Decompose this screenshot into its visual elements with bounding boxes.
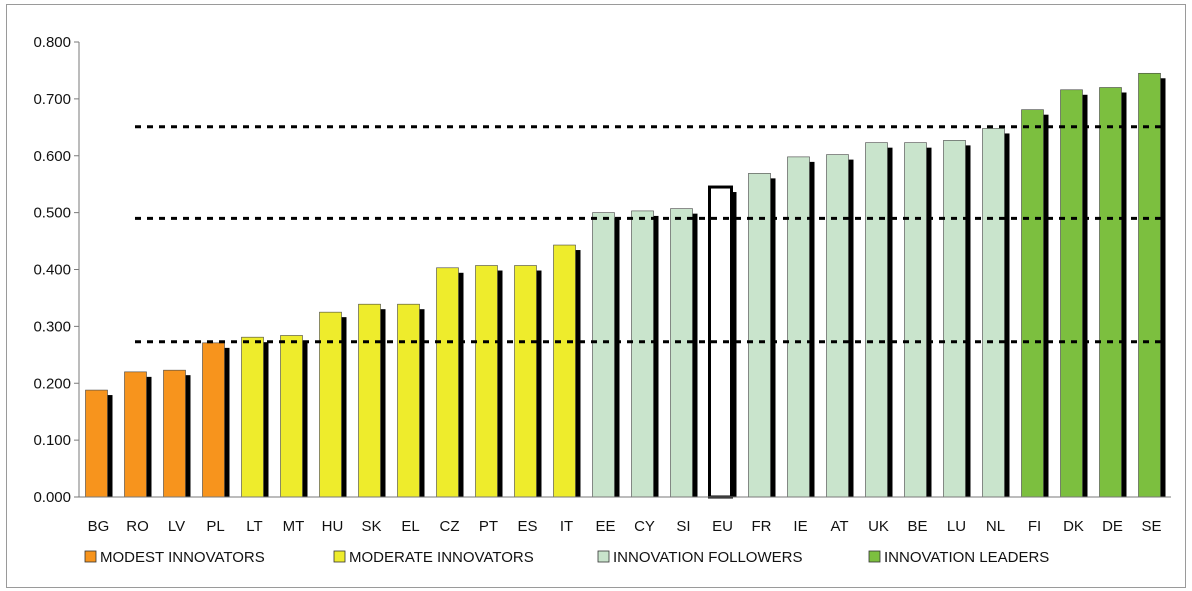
bar-it xyxy=(553,244,576,498)
bar-uk xyxy=(865,142,888,498)
x-tick-label: EE xyxy=(595,518,615,535)
x-tick-label: BE xyxy=(907,518,927,535)
x-tick-label: DE xyxy=(1102,518,1123,535)
legend-label-modest: MODEST INNOVATORS xyxy=(100,549,265,566)
legend-label-followers: INNOVATION FOLLOWERS xyxy=(613,549,802,566)
bar-sk xyxy=(358,303,381,498)
x-tick-label: IT xyxy=(560,518,573,535)
bar-ie xyxy=(787,156,810,498)
bar-lu xyxy=(943,140,966,498)
bar-es xyxy=(514,265,537,498)
bar-nl xyxy=(982,128,1005,498)
bar-cy xyxy=(631,210,654,498)
bar-ee xyxy=(592,212,615,498)
y-tick-label: 0.400 xyxy=(33,262,71,279)
y-tick-label: 0.100 xyxy=(33,432,71,449)
chart-frame: 0.000 0.100 0.200 0.300 0.400 0.500 0.600 0.700… xyxy=(6,4,1186,588)
x-tick-label: LU xyxy=(947,518,966,535)
x-tick-label: PL xyxy=(206,518,224,535)
x-tick-label: PT xyxy=(479,518,498,535)
bar-el xyxy=(397,303,420,498)
bar-fr xyxy=(748,173,771,498)
bar-bg xyxy=(85,389,108,498)
y-tick-label: 0.500 xyxy=(33,205,71,222)
bar-si xyxy=(670,208,693,498)
x-tick-label: MT xyxy=(283,518,305,535)
legend-label-leaders: INNOVATION LEADERS xyxy=(884,549,1049,566)
legend-label-moderate: MODERATE INNOVATORS xyxy=(349,549,534,566)
x-tick-label: ES xyxy=(517,518,537,535)
bar-be xyxy=(904,142,927,498)
bar-de xyxy=(1099,87,1122,498)
x-tick-label: SE xyxy=(1141,518,1161,535)
x-tick-label: AT xyxy=(830,518,848,535)
bar-lv xyxy=(163,369,186,498)
x-tick-label: DK xyxy=(1063,518,1084,535)
bar-at xyxy=(826,154,849,498)
bar-lt xyxy=(241,336,264,498)
x-tick-label: SI xyxy=(676,518,690,535)
x-tick-label: UK xyxy=(868,518,889,535)
x-tick-label: LT xyxy=(246,518,262,535)
bar-pl xyxy=(202,342,225,498)
x-tick-label: NL xyxy=(986,518,1005,535)
y-tick-label: 0.600 xyxy=(33,148,71,165)
x-tick-label: CZ xyxy=(440,518,460,535)
bar-se xyxy=(1138,72,1161,498)
bar-dk xyxy=(1060,89,1083,498)
bar-mt xyxy=(280,335,303,498)
x-tick-label: CY xyxy=(634,518,655,535)
bar-pt xyxy=(475,265,498,498)
legend-swatch-moderate xyxy=(333,550,346,563)
legend-swatch-modest xyxy=(84,550,97,563)
bar-fi xyxy=(1021,109,1044,498)
y-tick-label: 0.700 xyxy=(33,91,71,108)
bar-ro xyxy=(124,371,147,498)
x-tick-label: IE xyxy=(793,518,807,535)
x-tick-label: HU xyxy=(322,518,344,535)
x-tick-label: LV xyxy=(168,518,185,535)
x-tick-label: EU xyxy=(712,518,733,535)
x-tick-label: SK xyxy=(361,518,381,535)
bar-cz xyxy=(436,267,459,498)
y-tick-label: 0.800 xyxy=(33,34,71,51)
x-tick-label: RO xyxy=(126,518,149,535)
x-tick-label: FI xyxy=(1028,518,1041,535)
y-tick-label: 0.000 xyxy=(33,489,71,506)
x-tick-label: FR xyxy=(752,518,772,535)
legend-swatch-followers xyxy=(597,550,610,563)
bar-hu xyxy=(319,311,342,498)
y-tick-label: 0.300 xyxy=(33,318,71,335)
x-tick-label: EL xyxy=(401,518,419,535)
legend-swatch-leaders xyxy=(868,550,881,563)
x-tick-label: BG xyxy=(88,518,110,535)
bar-chart: 0.000 0.100 0.200 0.300 0.400 0.500 0.600 0.700… xyxy=(33,34,1171,566)
y-tick-label: 0.200 xyxy=(33,375,71,392)
